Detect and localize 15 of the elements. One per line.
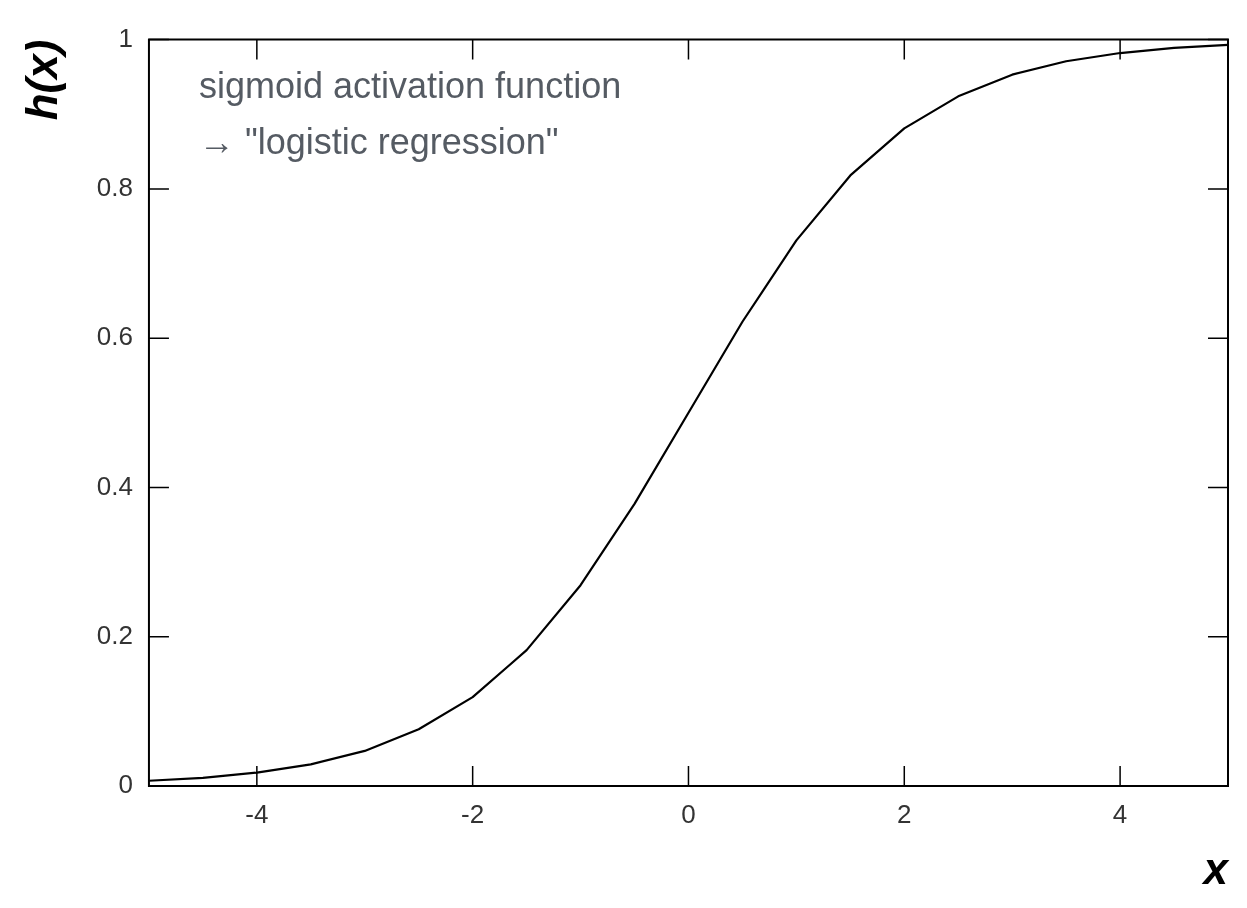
- x-tick-label: -4: [245, 798, 269, 829]
- annotation: → "logistic regression": [198, 120, 559, 162]
- y-tick-label: 0.2: [96, 619, 133, 650]
- y-tick-label: 0: [118, 769, 133, 800]
- y-tick-label: 0.8: [96, 172, 133, 203]
- y-tick-label: 0.4: [96, 470, 133, 501]
- y-tick-label: 0.6: [96, 321, 133, 352]
- y-tick-label: 1: [118, 22, 133, 53]
- x-tick-label: -2: [461, 798, 485, 829]
- x-tick-label: 2: [897, 798, 912, 829]
- x-tick-label: 0: [681, 798, 696, 829]
- y-axis-title: h(x): [16, 39, 66, 121]
- annotation: sigmoid activation function: [198, 64, 622, 106]
- x-tick-label: 4: [1112, 798, 1128, 829]
- x-axis-title: x: [1201, 843, 1230, 893]
